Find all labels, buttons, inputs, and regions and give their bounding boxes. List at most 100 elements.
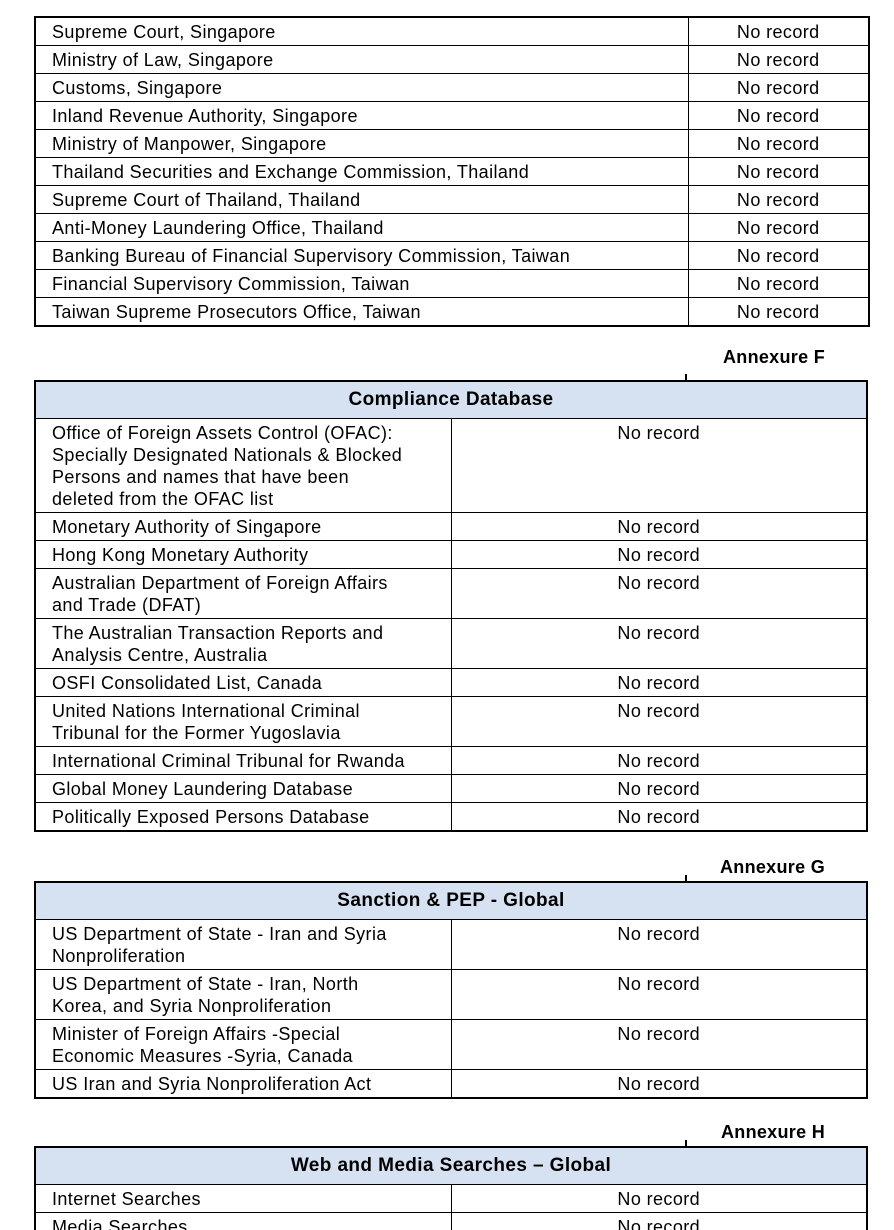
result-cell: No record (687, 73, 870, 102)
source-cell: Taiwan Supreme Prosecutors Office, Taiwa… (34, 297, 689, 327)
source-cell: Inland Revenue Authority, Singapore (34, 101, 689, 130)
result-cell: No record (687, 45, 870, 74)
result-cell: No record (450, 540, 868, 569)
column-divider-tick (685, 374, 687, 380)
result-cell: No record (450, 618, 868, 669)
source-cell: US Iran and Syria Nonproliferation Act (34, 1069, 452, 1099)
table-row: US Department of State - Iran, North Kor… (34, 969, 868, 1020)
table-title: Sanction & PEP - Global (34, 881, 868, 920)
source-cell: The Australian Transaction Reports and A… (34, 618, 452, 669)
result-cell: No record (687, 157, 870, 186)
screening-table: Compliance Database Office of Foreign As… (34, 380, 868, 832)
annexure-f-label: Annexure F (722, 347, 825, 367)
source-cell: Supreme Court, Singapore (34, 16, 689, 46)
result-cell: No record (687, 185, 870, 214)
table-row: US Department of State - Iran and Syria … (34, 919, 868, 970)
source-cell: Monetary Authority of Singapore (34, 512, 452, 541)
result-cell: No record (687, 101, 870, 130)
result-cell: No record (450, 568, 868, 619)
table-row: Ministry of Law, Singapore No record (34, 45, 870, 74)
table-header-row: Web and Media Searches – Global (34, 1146, 868, 1185)
result-cell: No record (450, 802, 868, 832)
table-row: Supreme Court, Singapore No record (34, 16, 870, 46)
source-cell: Office of Foreign Assets Control (OFAC):… (34, 418, 452, 513)
result-cell: No record (450, 1019, 868, 1070)
table-header-row: Sanction & PEP - Global (34, 881, 868, 920)
source-cell: Global Money Laundering Database (34, 774, 452, 803)
table-row: OSFI Consolidated List, Canada No record (34, 668, 868, 697)
result-cell: No record (687, 213, 870, 242)
table-row: Internet Searches No record (34, 1184, 868, 1213)
result-cell: No record (450, 696, 868, 747)
source-cell: United Nations International Criminal Tr… (34, 696, 452, 747)
table-row: Taiwan Supreme Prosecutors Office, Taiwa… (34, 297, 870, 327)
source-cell: Ministry of Manpower, Singapore (34, 129, 689, 158)
result-cell: No record (450, 1212, 868, 1230)
source-cell: US Department of State - Iran, North Kor… (34, 969, 452, 1020)
table-row: Australian Department of Foreign Affairs… (34, 568, 868, 619)
result-cell: No record (450, 969, 868, 1020)
table-row: Media Searches No record (34, 1212, 868, 1230)
screening-table: Sanction & PEP - Global US Department of… (34, 881, 868, 1099)
web-media-searches-table: Web and Media Searches – Global Internet… (34, 1140, 868, 1230)
source-cell: Anti-Money Laundering Office, Thailand (34, 213, 689, 242)
source-cell: Banking Bureau of Financial Supervisory … (34, 241, 689, 270)
table-row: Hong Kong Monetary Authority No record (34, 540, 868, 569)
result-cell: No record (687, 297, 870, 327)
result-cell: No record (687, 241, 870, 270)
result-cell: No record (687, 269, 870, 298)
table-row: Supreme Court of Thailand, Thailand No r… (34, 185, 870, 214)
table-row: Customs, Singapore No record (34, 73, 870, 102)
source-cell: Ministry of Law, Singapore (34, 45, 689, 74)
source-cell: Minister of Foreign Affairs -Special Eco… (34, 1019, 452, 1070)
table-row: Anti-Money Laundering Office, Thailand N… (34, 213, 870, 242)
result-cell: No record (450, 919, 868, 970)
table-row: Monetary Authority of Singapore No recor… (34, 512, 868, 541)
sanction-pep-global-table: Sanction & PEP - Global US Department of… (34, 875, 868, 1099)
annexure-g-label: Annexure G (719, 857, 825, 877)
source-cell: Politically Exposed Persons Database (34, 802, 452, 832)
result-cell: No record (450, 512, 868, 541)
result-cell: No record (450, 774, 868, 803)
table-title: Web and Media Searches – Global (34, 1146, 868, 1185)
source-cell: Internet Searches (34, 1184, 452, 1213)
source-cell: International Criminal Tribunal for Rwan… (34, 746, 452, 775)
source-cell: OSFI Consolidated List, Canada (34, 668, 452, 697)
table-header-row: Compliance Database (34, 380, 868, 419)
screening-table-continued: Supreme Court, Singapore No record Minis… (34, 16, 870, 327)
table-row: Ministry of Manpower, Singapore No recor… (34, 129, 870, 158)
result-cell: No record (450, 668, 868, 697)
table-title: Compliance Database (34, 380, 868, 419)
table-row: Financial Supervisory Commission, Taiwan… (34, 269, 870, 298)
screening-table: Supreme Court, Singapore No record Minis… (34, 16, 870, 327)
result-cell: No record (687, 129, 870, 158)
table-row: Inland Revenue Authority, Singapore No r… (34, 101, 870, 130)
table-row: Thailand Securities and Exchange Commiss… (34, 157, 870, 186)
table-row: International Criminal Tribunal for Rwan… (34, 746, 868, 775)
table-row: United Nations International Criminal Tr… (34, 696, 868, 747)
table-row: Banking Bureau of Financial Supervisory … (34, 241, 870, 270)
table-row: US Iran and Syria Nonproliferation Act N… (34, 1069, 868, 1099)
result-cell: No record (450, 746, 868, 775)
screening-table: Web and Media Searches – Global Internet… (34, 1146, 868, 1230)
table-row: Politically Exposed Persons Database No … (34, 802, 868, 832)
result-cell: No record (450, 418, 868, 513)
column-divider-tick (685, 1140, 687, 1146)
table-row: The Australian Transaction Reports and A… (34, 618, 868, 669)
annexure-h-label: Annexure H (720, 1122, 825, 1142)
column-divider-tick (685, 875, 687, 881)
source-cell: US Department of State - Iran and Syria … (34, 919, 452, 970)
source-cell: Customs, Singapore (34, 73, 689, 102)
compliance-database-table: Compliance Database Office of Foreign As… (34, 374, 868, 832)
result-cell: No record (450, 1184, 868, 1213)
table-row: Minister of Foreign Affairs -Special Eco… (34, 1019, 868, 1070)
table-row: Office of Foreign Assets Control (OFAC):… (34, 418, 868, 513)
result-cell: No record (687, 16, 870, 46)
table-row: Global Money Laundering Database No reco… (34, 774, 868, 803)
source-cell: Hong Kong Monetary Authority (34, 540, 452, 569)
source-cell: Financial Supervisory Commission, Taiwan (34, 269, 689, 298)
result-cell: No record (450, 1069, 868, 1099)
source-cell: Supreme Court of Thailand, Thailand (34, 185, 689, 214)
source-cell: Thailand Securities and Exchange Commiss… (34, 157, 689, 186)
